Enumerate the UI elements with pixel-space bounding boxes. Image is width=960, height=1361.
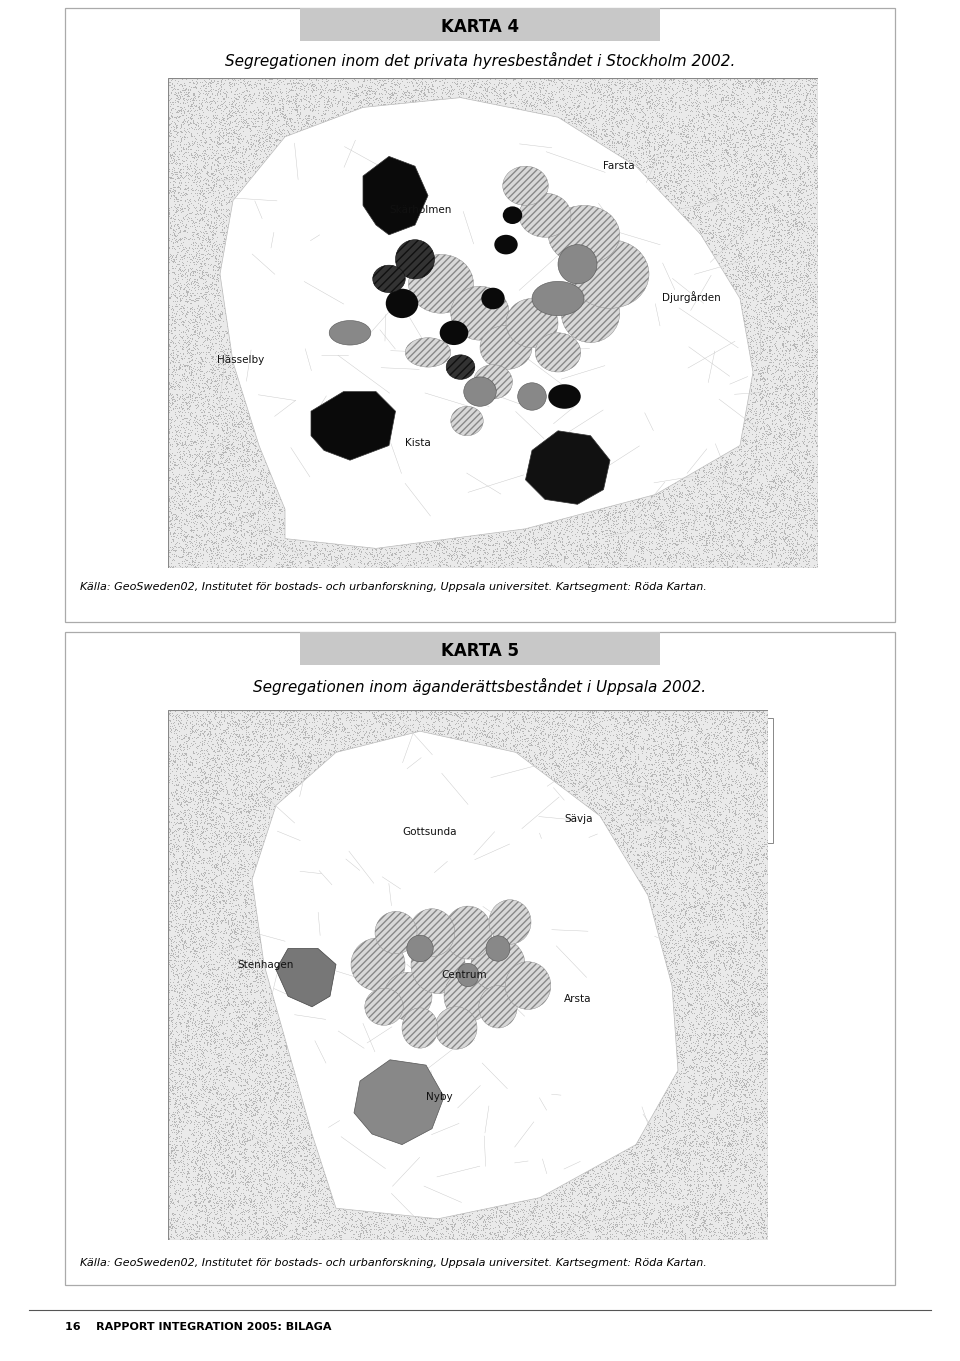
Ellipse shape	[451, 286, 509, 340]
Ellipse shape	[473, 365, 513, 399]
Ellipse shape	[444, 970, 492, 1022]
Ellipse shape	[402, 1009, 438, 1048]
Ellipse shape	[548, 206, 620, 264]
Polygon shape	[220, 98, 753, 548]
Text: Hässelby: Hässelby	[217, 355, 264, 365]
Bar	[556, 769, 569, 780]
Bar	[556, 819, 569, 832]
Text: 10  - 19% (59): 10 - 19% (59)	[574, 171, 648, 181]
Text: Källa: GeoSweden02, Institutet för bostads- och urbanforskning, Uppsala universi: Källa: GeoSweden02, Institutet för bosta…	[80, 1258, 707, 1268]
Ellipse shape	[372, 265, 405, 293]
Ellipse shape	[375, 912, 417, 954]
Text: Nyby: Nyby	[426, 1092, 452, 1102]
Ellipse shape	[519, 193, 571, 237]
Text: Arsta: Arsta	[564, 994, 591, 1004]
Bar	[556, 170, 569, 181]
Ellipse shape	[548, 384, 581, 408]
Text: Segregationen inom det privata hyresbeståndet i Stockholm 2002.: Segregationen inom det privata hyresbest…	[225, 52, 735, 69]
Bar	[556, 122, 569, 133]
Text: Andel med utländsk bakgrund: Andel med utländsk bakgrund	[556, 738, 713, 747]
Text: Skärholmen: Skärholmen	[389, 206, 451, 215]
Bar	[65, 8, 895, 622]
Text: 0   -   9% (102): 0 - 9% (102)	[574, 821, 658, 832]
Text: 40% -        (0): 40% - (0)	[574, 753, 644, 764]
Text: 30  - 39%   (5): 30 - 39% (5)	[574, 139, 648, 148]
Ellipse shape	[480, 325, 532, 370]
Ellipse shape	[562, 284, 620, 343]
Bar	[556, 753, 569, 764]
Bar	[556, 154, 569, 165]
Ellipse shape	[536, 333, 581, 372]
Ellipse shape	[505, 962, 551, 1010]
Ellipse shape	[464, 377, 496, 407]
Ellipse shape	[329, 321, 371, 346]
Text: Sävja: Sävja	[564, 814, 592, 823]
Ellipse shape	[481, 287, 505, 309]
Ellipse shape	[407, 935, 433, 962]
Text: 40% -        (8): 40% - (8)	[574, 122, 644, 133]
Text: KARTA 5: KARTA 5	[441, 641, 519, 660]
Ellipse shape	[365, 988, 403, 1025]
Bar	[556, 186, 569, 197]
Text: Gottsunda: Gottsunda	[402, 827, 457, 837]
Text: Privata hyresrätter Stockholm: Privata hyresrätter Stockholm	[556, 97, 712, 106]
Ellipse shape	[384, 972, 432, 1019]
Ellipse shape	[444, 906, 492, 960]
Polygon shape	[311, 392, 396, 460]
Ellipse shape	[489, 900, 531, 945]
Text: KARTA 4: KARTA 4	[441, 18, 519, 35]
Ellipse shape	[405, 338, 451, 367]
Ellipse shape	[457, 964, 479, 987]
Ellipse shape	[411, 935, 465, 994]
Text: 30  - 39%   (0): 30 - 39% (0)	[574, 770, 648, 780]
Text: 20  - 29% (14): 20 - 29% (14)	[574, 155, 648, 165]
Bar	[300, 632, 660, 666]
Text: Centrum: Centrum	[441, 970, 487, 980]
Bar	[548, 719, 773, 842]
Text: Djurgården: Djurgården	[662, 291, 721, 304]
Text: 10  - 19% (34): 10 - 19% (34)	[574, 804, 648, 814]
Ellipse shape	[435, 1007, 477, 1049]
Text: 0   -   9%   (3): 0 - 9% (3)	[574, 186, 651, 197]
Polygon shape	[354, 1060, 444, 1145]
Bar	[548, 88, 773, 208]
Ellipse shape	[471, 938, 525, 991]
Text: Källa: GeoSweden02, Institutet för bostads- och urbanforskning, Uppsala universi: Källa: GeoSweden02, Institutet för bosta…	[80, 583, 707, 592]
Ellipse shape	[494, 235, 517, 255]
Text: Segregationen inom äganderättsbeståndet i Uppsala 2002.: Segregationen inom äganderättsbeståndet …	[253, 678, 707, 695]
Bar	[556, 137, 569, 148]
Ellipse shape	[396, 240, 435, 279]
Ellipse shape	[558, 245, 597, 284]
Text: Andel med utländsk bakgrund: Andel med utländsk bakgrund	[556, 108, 713, 117]
Ellipse shape	[503, 166, 548, 206]
Bar	[65, 632, 895, 1285]
Bar	[300, 8, 660, 41]
Polygon shape	[363, 157, 428, 235]
Ellipse shape	[386, 289, 419, 318]
Bar	[556, 787, 569, 798]
Ellipse shape	[571, 240, 649, 309]
Bar	[556, 803, 569, 814]
Text: 16    RAPPORT INTEGRATION 2005: BILAGA: 16 RAPPORT INTEGRATION 2005: BILAGA	[65, 1322, 331, 1332]
Ellipse shape	[440, 321, 468, 346]
Text: Kista: Kista	[405, 438, 431, 448]
Ellipse shape	[409, 255, 473, 313]
Text: Egnahem Uppsala: Egnahem Uppsala	[556, 725, 651, 736]
Ellipse shape	[446, 355, 475, 380]
Ellipse shape	[409, 909, 455, 957]
Polygon shape	[525, 431, 610, 505]
Polygon shape	[252, 731, 678, 1219]
Polygon shape	[276, 949, 336, 1007]
Text: Stenhagen: Stenhagen	[237, 960, 294, 969]
Ellipse shape	[479, 985, 517, 1028]
Ellipse shape	[506, 298, 558, 347]
Text: 20  - 29%   (3): 20 - 29% (3)	[574, 787, 648, 798]
Ellipse shape	[517, 382, 546, 410]
Text: Farsta: Farsta	[604, 161, 636, 171]
Ellipse shape	[351, 938, 405, 991]
Ellipse shape	[451, 407, 483, 436]
Ellipse shape	[503, 207, 522, 225]
Ellipse shape	[486, 936, 510, 961]
Ellipse shape	[532, 282, 584, 316]
